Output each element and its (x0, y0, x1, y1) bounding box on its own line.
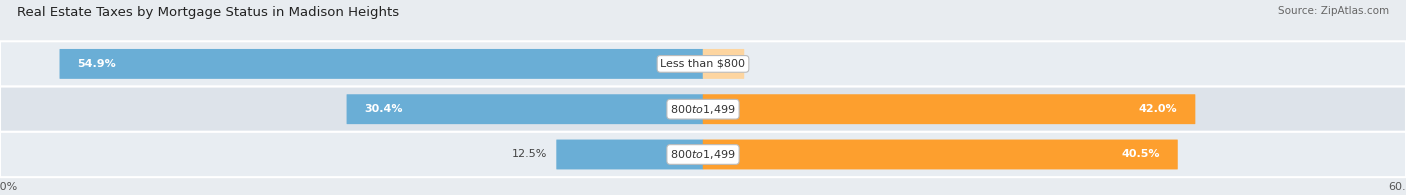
FancyBboxPatch shape (557, 140, 703, 169)
FancyBboxPatch shape (0, 132, 1406, 177)
Text: Source: ZipAtlas.com: Source: ZipAtlas.com (1278, 6, 1389, 16)
FancyBboxPatch shape (0, 41, 1406, 87)
FancyBboxPatch shape (703, 94, 1195, 124)
Text: 40.5%: 40.5% (1122, 150, 1160, 160)
FancyBboxPatch shape (703, 140, 1178, 169)
Text: 0.0%: 0.0% (714, 59, 742, 69)
Text: 12.5%: 12.5% (512, 150, 547, 160)
Text: $800 to $1,499: $800 to $1,499 (671, 148, 735, 161)
Text: 30.4%: 30.4% (364, 104, 404, 114)
FancyBboxPatch shape (59, 49, 703, 79)
Text: $800 to $1,499: $800 to $1,499 (671, 103, 735, 116)
FancyBboxPatch shape (347, 94, 703, 124)
Text: Real Estate Taxes by Mortgage Status in Madison Heights: Real Estate Taxes by Mortgage Status in … (17, 6, 399, 19)
Text: 54.9%: 54.9% (77, 59, 117, 69)
FancyBboxPatch shape (0, 87, 1406, 132)
Text: 42.0%: 42.0% (1139, 104, 1178, 114)
FancyBboxPatch shape (703, 49, 744, 79)
Text: Less than $800: Less than $800 (661, 59, 745, 69)
